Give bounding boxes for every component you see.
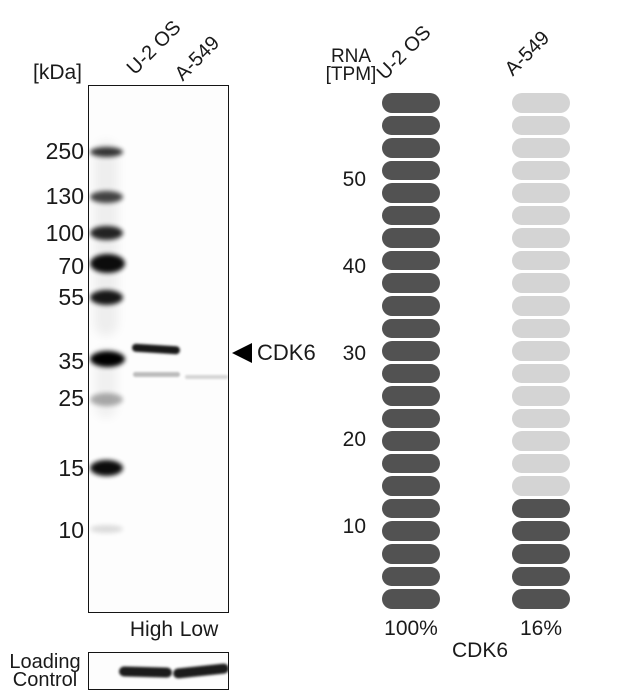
tpm-segment — [382, 341, 440, 361]
ladder-band-35 — [90, 351, 125, 367]
tpm-segment — [382, 386, 440, 406]
expression-label-low: Low — [179, 618, 219, 641]
ladder-label-10: 10 — [58, 517, 84, 543]
tpm-segment — [512, 566, 570, 587]
ytick-label-30: 30 — [342, 341, 366, 365]
tpm-segment — [512, 93, 570, 113]
tpm-segment — [512, 363, 570, 384]
tpm-segment — [382, 115, 440, 136]
ladder-label-25: 25 — [58, 385, 84, 411]
tpm-segment — [512, 295, 570, 316]
ytick-label-10: 10 — [342, 515, 366, 539]
tpm-segment — [512, 250, 570, 271]
nonspecific-band-a549 — [185, 375, 228, 379]
ladder-label-70: 70 — [58, 253, 84, 279]
ladder-band-70 — [90, 253, 125, 273]
tpm-segment — [382, 521, 440, 542]
ytick-label-20: 20 — [342, 428, 366, 452]
nonspecific-band-u2os — [133, 372, 180, 377]
tpm-segment — [512, 318, 570, 339]
expression-label-high: High — [129, 618, 174, 641]
tpm-segment — [512, 521, 570, 542]
ladder-label-100: 100 — [45, 220, 84, 246]
ytick-label-40: 40 — [342, 254, 366, 278]
blot-membrane — [88, 85, 229, 613]
tpm-segment — [382, 566, 440, 587]
ladder-band-55 — [90, 289, 123, 305]
ladder-label-55: 55 — [58, 284, 84, 310]
tpm-segment — [512, 589, 570, 609]
tpm-segment — [382, 544, 440, 564]
tpm-segment — [382, 363, 440, 384]
loading-control-label: Loading Control — [4, 651, 86, 691]
tpm-segment — [382, 205, 440, 226]
kda-unit-label: [kDa] — [33, 61, 83, 84]
tpm-segment — [382, 318, 440, 339]
tpm-segment — [512, 183, 570, 203]
percent-label-u2os: 100% — [384, 617, 438, 640]
tpm-segment — [382, 228, 440, 248]
ladder-label-250: 250 — [45, 138, 84, 164]
cdk6-annotation: CDK6 — [257, 340, 316, 365]
tpm-segment — [512, 273, 570, 293]
tpm-segment — [382, 498, 440, 519]
loading-control-label-line1: Loading — [9, 651, 81, 673]
tpm-segment — [382, 431, 440, 451]
ladder-band-100 — [90, 226, 123, 240]
ladder-band-130 — [90, 191, 123, 203]
ytick-label-50: 50 — [342, 168, 366, 191]
tpm-segment — [382, 476, 440, 496]
tpm-segment — [382, 138, 440, 158]
ladder-band-10 — [90, 525, 123, 533]
tpm-segment — [512, 544, 570, 564]
percent-label-a549: 16% — [519, 617, 563, 640]
tpm-segment — [512, 431, 570, 451]
tpm-segment — [382, 183, 440, 203]
ladder-label-35: 35 — [58, 348, 84, 374]
loading-control-blot — [88, 652, 229, 690]
tpm-segment — [382, 160, 440, 181]
rna-axis-label-line1: RNA — [330, 46, 372, 67]
tpm-segment — [512, 228, 570, 248]
ladder-band-25 — [90, 392, 123, 406]
tpm-segment — [512, 476, 570, 496]
tpm-segment — [382, 93, 440, 113]
tpm-segment — [512, 205, 570, 226]
tpm-segment — [382, 273, 440, 293]
ladder-band-15 — [90, 460, 123, 476]
ladder-label-130: 130 — [45, 183, 84, 209]
tpm-segment — [382, 453, 440, 474]
tpm-segment — [512, 408, 570, 429]
tpm-segment — [512, 160, 570, 181]
chart-title: CDK6 — [451, 639, 509, 662]
tpm-segment — [512, 341, 570, 361]
tpm-segment — [512, 498, 570, 519]
loading-control-label-line2: Control — [12, 668, 78, 691]
tpm-segment — [382, 408, 440, 429]
tpm-segment — [512, 115, 570, 136]
ladder-band-250 — [90, 147, 123, 157]
ladder-label-15: 15 — [58, 455, 84, 481]
rna-tpm-axis-label: RNA [TPM] — [318, 46, 384, 85]
tpm-segment — [382, 589, 440, 609]
tpm-segment — [512, 138, 570, 158]
cdk6-arrow-icon — [232, 343, 252, 363]
tpm-segment — [512, 453, 570, 474]
rna-axis-label-line2: [TPM] — [325, 64, 377, 85]
tpm-segment — [382, 295, 440, 316]
tpm-segment — [512, 386, 570, 406]
tpm-segment — [382, 250, 440, 271]
